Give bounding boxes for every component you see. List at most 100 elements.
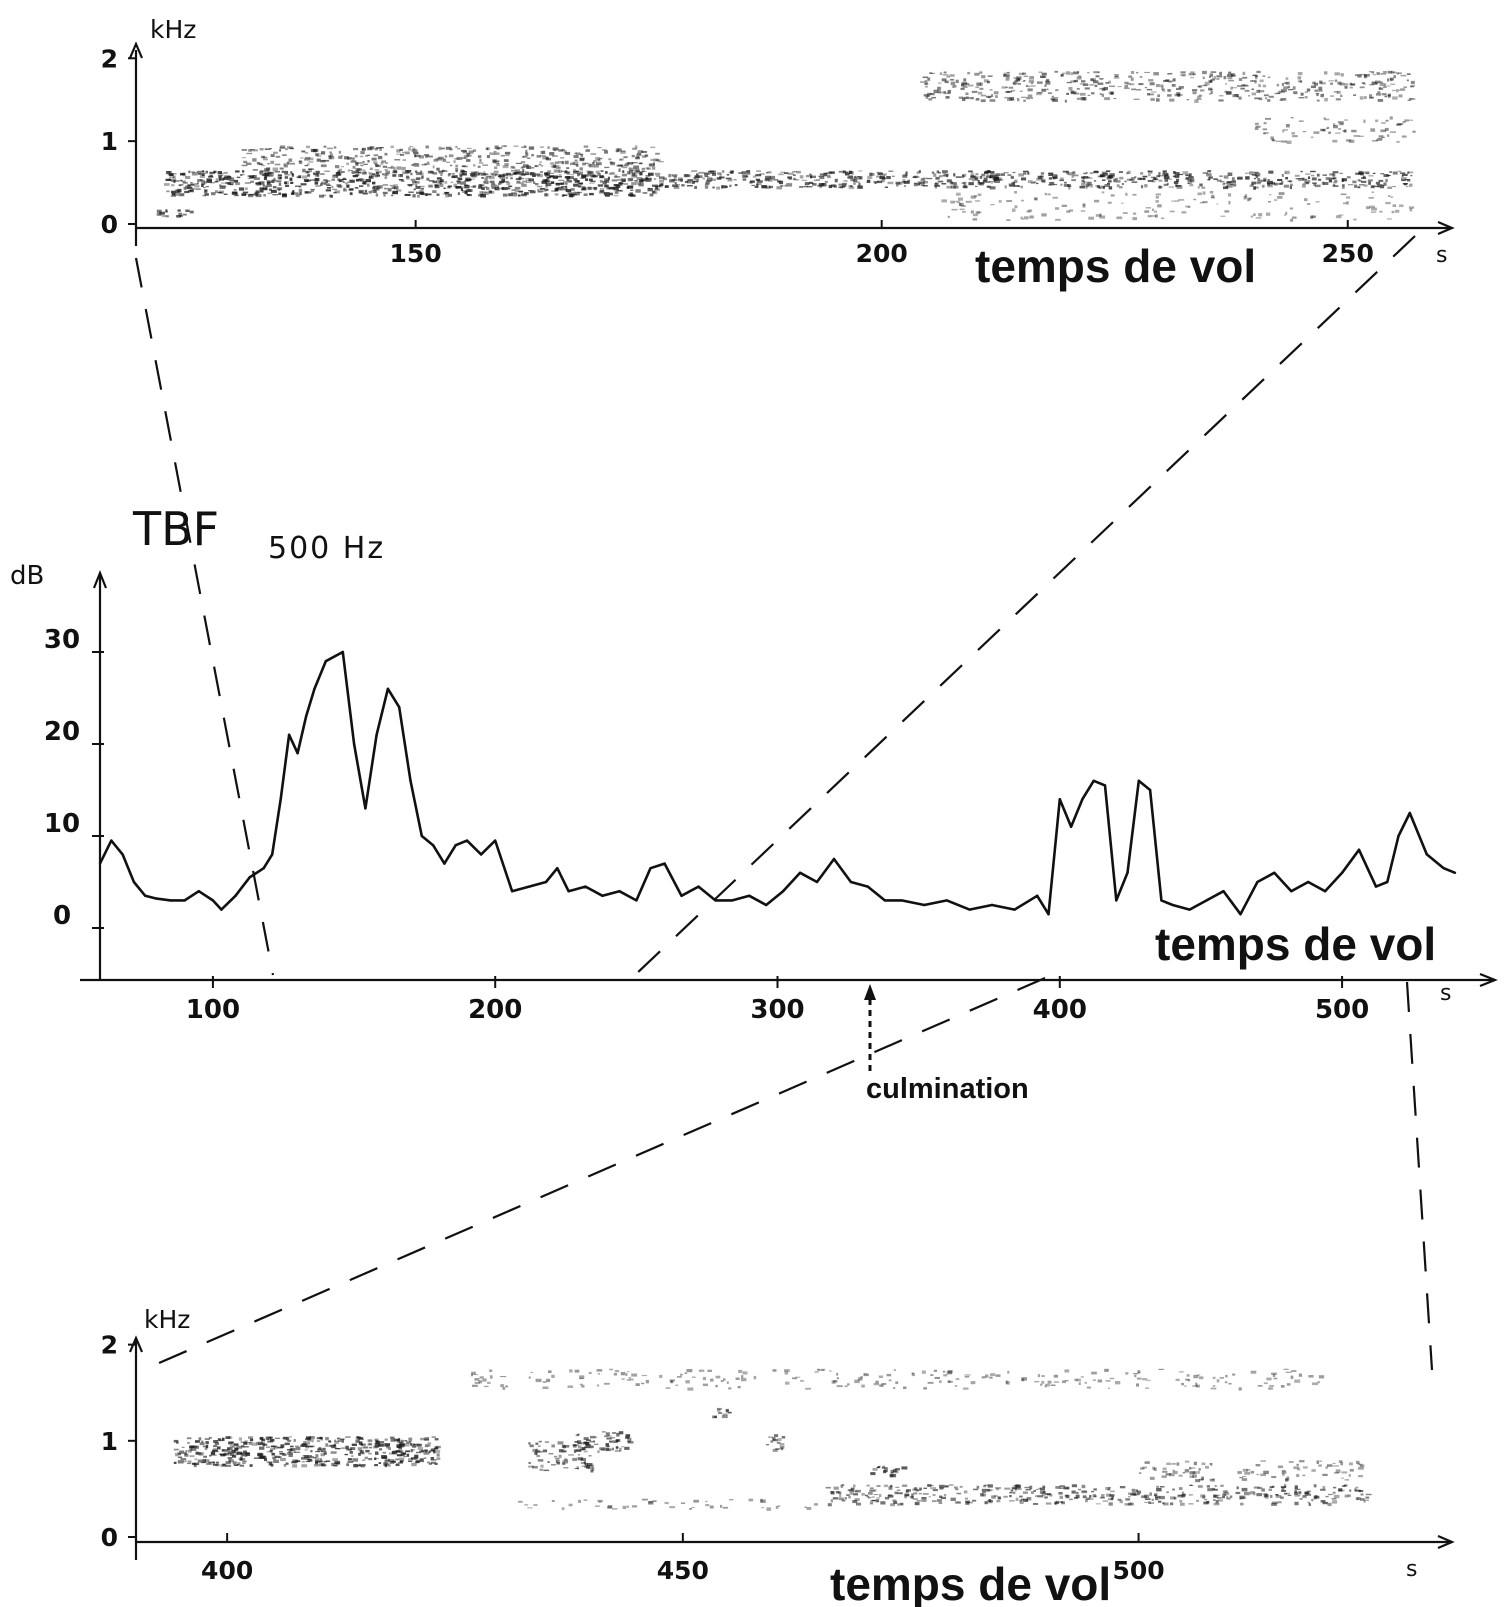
spectrogram-speckle xyxy=(1006,1381,1010,1385)
spectrogram-speckle xyxy=(778,173,784,176)
spectrogram-speckle xyxy=(828,184,833,189)
spectrogram-speckle xyxy=(961,83,964,87)
spectrogram-speckle xyxy=(1192,1385,1199,1387)
spectrogram-speckle xyxy=(1014,179,1018,183)
spectrogram-speckle xyxy=(881,1383,887,1385)
spectrogram-speckle xyxy=(432,190,437,193)
spectrogram-speckle xyxy=(1132,217,1137,221)
spectrogram-speckle xyxy=(532,1465,538,1469)
spectrogram-speckle xyxy=(368,172,371,174)
spectrogram-speckle xyxy=(795,1376,801,1378)
spectrogram-speckle xyxy=(205,1444,209,1449)
spectrogram-speckle xyxy=(492,159,497,163)
spectrogram-speckle xyxy=(284,181,287,185)
spectrogram-speckle xyxy=(1215,1500,1219,1504)
spectrogram-speckle xyxy=(876,1497,880,1499)
spectrogram-speckle xyxy=(741,1375,744,1378)
spectrogram-speckle xyxy=(853,1484,856,1488)
spectrogram-speckle xyxy=(482,164,488,166)
spectrogram-speckle xyxy=(315,1454,319,1458)
spectrogram-speckle xyxy=(310,1445,315,1448)
spectrogram-speckle xyxy=(1052,196,1058,199)
spectrogram-speckle xyxy=(1185,177,1189,180)
spectrogram-speckle xyxy=(1282,1472,1285,1476)
spectrogram-speckle xyxy=(787,176,792,179)
spectrogram-speckle xyxy=(337,1438,340,1440)
spectrogram-speckle xyxy=(233,1443,239,1446)
spectrogram-speckle xyxy=(504,163,509,166)
spectrogram-speckle xyxy=(516,172,520,174)
spectrogram-speckle xyxy=(1396,141,1400,143)
spectrogram-speckle xyxy=(1389,116,1393,120)
spectrogram-speckle xyxy=(420,191,425,195)
spectrogram-speckle xyxy=(1263,177,1267,181)
spectrogram-speckle xyxy=(414,154,417,158)
spectrogram-speckle xyxy=(365,1449,370,1453)
spectrogram-speckle xyxy=(1059,1487,1065,1489)
spectrogram-speckle xyxy=(248,176,253,178)
spectrogram-speckle xyxy=(358,1452,361,1456)
spectrogram-speckle xyxy=(1169,98,1175,102)
spectrogram-speckle xyxy=(517,1500,523,1503)
spectrogram-speckle xyxy=(1272,1501,1278,1505)
spectrogram-speckle xyxy=(484,192,489,195)
spectrogram-speckle xyxy=(876,1466,880,1469)
spectrogram-speckle xyxy=(1082,203,1086,207)
spectrogram-speckle xyxy=(605,180,610,183)
zoom-guide-lines xyxy=(134,235,1434,1372)
spectrogram-speckle xyxy=(1358,180,1362,182)
spectrogram-speckle xyxy=(457,148,461,150)
spectrogram-speckle xyxy=(1048,173,1053,176)
spectrogram-speckle xyxy=(944,80,949,84)
spectrogram-speckle xyxy=(638,183,644,187)
spectrogram-speckle xyxy=(292,1464,298,1468)
spectrogram-speckle xyxy=(1396,72,1399,75)
spectrogram-speckle xyxy=(742,178,747,181)
spectrogram-speckle xyxy=(1106,170,1111,173)
spectrogram-speckle xyxy=(248,1436,253,1439)
spectrogram-speckle xyxy=(306,1436,312,1440)
spectrogram-speckle xyxy=(637,150,644,154)
spectrogram-speckle xyxy=(255,192,259,196)
spectrogram-speckle xyxy=(1339,172,1343,174)
spectrogram-speckle xyxy=(346,162,350,166)
spectrogram-speckle xyxy=(1297,1488,1301,1491)
spectrogram-speckle xyxy=(1113,178,1117,183)
spectrogram-speckle xyxy=(232,1461,237,1464)
spectrogram-speckle xyxy=(1034,197,1038,201)
spectrogram-speckle xyxy=(1040,75,1046,78)
spectrogram-speckle xyxy=(195,1440,200,1443)
spectrogram-speckle xyxy=(726,173,730,176)
spectrogram-speckle xyxy=(300,1444,303,1447)
spectrogram-speckle xyxy=(799,186,804,188)
spectrogram-speckle xyxy=(1203,1501,1209,1505)
spectrogram-speckle xyxy=(1041,72,1047,76)
spectrogram-speckle xyxy=(755,174,762,177)
spectrogram-speckle xyxy=(1101,191,1105,194)
spectrogram-speckle xyxy=(427,1461,430,1464)
spectrogram-speckle xyxy=(1321,181,1325,185)
spectrogram-speckle xyxy=(457,177,463,181)
spectrogram-speckle xyxy=(630,189,634,191)
spectrogram-speckle xyxy=(349,191,353,195)
spectrogram-speckle xyxy=(818,1369,824,1371)
spectrogram-speckle xyxy=(486,175,492,178)
spectrogram-speckle xyxy=(964,1374,971,1376)
spectrogram-speckle xyxy=(1315,201,1320,203)
spectrogram-speckle xyxy=(1322,1486,1326,1490)
spectrogram-speckle xyxy=(227,1436,230,1439)
spectrogram-speckle xyxy=(329,1444,336,1447)
spectrogram-speckle xyxy=(981,75,986,79)
spectrogram-speckle xyxy=(1354,1489,1361,1492)
spectrogram-speckle xyxy=(1357,179,1361,181)
spectrogram-speckle xyxy=(270,154,275,157)
spectrogram-speckle xyxy=(1202,201,1208,204)
tbf-data-point xyxy=(1307,880,1310,884)
tbf-data-point xyxy=(1239,913,1242,916)
spectrogram-speckle xyxy=(1364,96,1367,99)
spectrogram-speckle xyxy=(391,186,396,189)
spectrogram-speckle xyxy=(971,90,978,93)
spectrogram-speckle xyxy=(760,1499,766,1503)
spectrogram-speckle xyxy=(585,1444,591,1447)
